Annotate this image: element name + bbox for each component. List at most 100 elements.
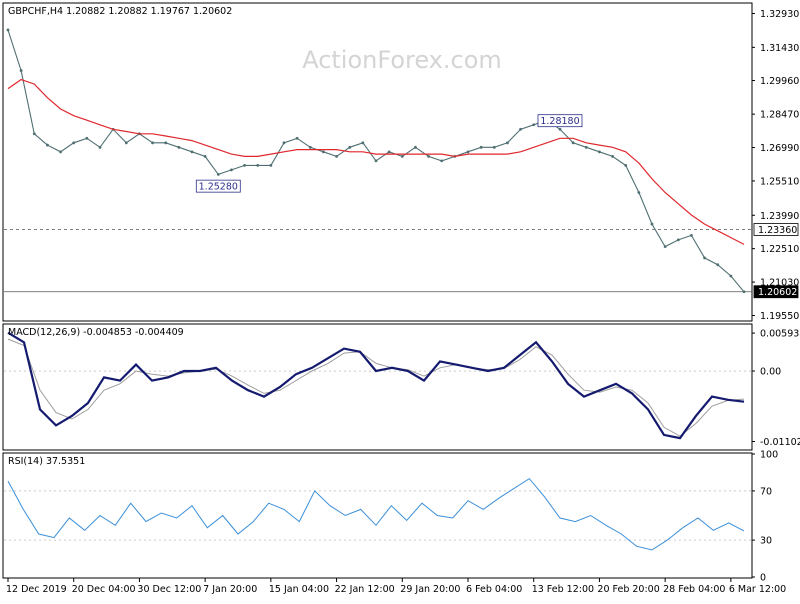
macd-layer (4, 331, 752, 440)
price-point (716, 263, 720, 267)
price-point (177, 145, 181, 149)
y-tick-label: 1.21030 (760, 278, 799, 289)
price-point (611, 154, 614, 158)
annotation-label: 1.25280 (199, 182, 238, 193)
price-point (98, 145, 102, 149)
y-tick-label: 1.28470 (760, 110, 799, 121)
price-point (203, 154, 207, 158)
price-point (308, 145, 312, 149)
x-tick-label: 29 Jan 20:00 (400, 584, 460, 595)
price-point (742, 290, 746, 294)
x-tick-label: 20 Dec 04:00 (72, 584, 136, 595)
x-tick-label: 22 Jan 12:00 (335, 584, 395, 595)
price-point (19, 69, 23, 72)
price-point (703, 256, 706, 260)
y-tick-label: 1.23990 (760, 211, 799, 222)
price-point (624, 163, 628, 167)
price-point (440, 159, 444, 163)
price-point (59, 150, 62, 154)
price-point (243, 163, 246, 167)
price-point (637, 191, 641, 194)
y-tick-label: 70 (760, 486, 772, 497)
x-tick-label: 12 Dec 2019 (6, 584, 67, 595)
annotation-box (537, 114, 583, 128)
price-point (124, 141, 128, 145)
price-point (729, 274, 733, 278)
price-point (427, 154, 430, 158)
level-price-box (753, 223, 799, 236)
y-tick-label: 0.00 (760, 367, 781, 378)
macd-panel-frame (2, 323, 753, 451)
price-point (216, 173, 220, 176)
price-point (295, 136, 299, 140)
x-tick-label: 13 Feb 12:00 (532, 584, 594, 595)
rsi-line (7, 477, 745, 551)
moving-average-line (7, 78, 745, 245)
price-panel-title: GBPCHF,H4 1.20882 1.20882 1.19767 1.2060… (8, 6, 232, 17)
price-point (164, 141, 168, 145)
y-tick-label: 30 (760, 536, 772, 547)
price-point (151, 141, 154, 145)
y-tick-label: -0.011026 (760, 437, 800, 448)
price-point (282, 141, 286, 145)
price-point (374, 159, 378, 163)
watermark: ActionForex.com (302, 46, 502, 74)
y-tick-label: 0 (760, 573, 766, 584)
price-point (256, 163, 260, 167)
price-point (584, 145, 588, 149)
x-tick-label: 30 Dec 12:00 (137, 584, 201, 595)
price-point (650, 222, 654, 226)
price-panel-frame (2, 2, 753, 322)
price-point (558, 127, 562, 131)
macd-main-line (7, 331, 745, 440)
x-tick-label: 7 Jan 20:00 (203, 584, 257, 595)
macd-panel-title: MACD(12,26,9) -0.004853 -0.004409 (8, 327, 184, 338)
x-tick-label: 6 Mar 12:00 (729, 584, 786, 595)
y-tick-label: 1.29960 (760, 76, 799, 87)
price-point (348, 145, 352, 149)
price-point (335, 154, 338, 158)
price-point (598, 150, 601, 154)
price-point (400, 154, 404, 158)
price-point (414, 145, 417, 149)
price-point (532, 123, 536, 127)
price-point (519, 127, 522, 131)
price-point (479, 145, 483, 149)
price-point (663, 245, 667, 249)
price-point (571, 141, 575, 145)
price-point (46, 143, 49, 147)
price-layer: 1.25280 1.28180 (4, 28, 752, 294)
x-tick-label: 20 Feb 20:00 (597, 584, 659, 595)
y-tick-label: 100 (760, 450, 778, 461)
x-tick-label: 6 Feb 04:00 (466, 584, 522, 595)
price-point (322, 150, 325, 154)
level-price-label: 1.23360 (758, 225, 797, 236)
x-tick-label: 28 Feb 04:00 (663, 584, 725, 595)
price-point (85, 136, 89, 140)
price-point (690, 233, 693, 237)
price-point (72, 141, 76, 145)
price-point (492, 145, 496, 149)
price-point (32, 132, 36, 136)
y-tick-label: 1.19550 (760, 311, 799, 322)
annotation-label: 1.28180 (540, 116, 579, 127)
price-point (269, 163, 273, 167)
price-point (361, 141, 365, 145)
x-tick-label: 15 Jan 04:00 (269, 584, 329, 595)
annotation-box (195, 179, 241, 193)
rsi-panel-title: RSI(14) 37.5351 (8, 456, 85, 467)
y-tick-label: 0.005933 (760, 329, 800, 340)
price-point (6, 28, 10, 32)
price-point (230, 168, 233, 172)
y-tick-label: 1.32930 (760, 9, 799, 20)
y-tick-label: 1.25510 (760, 176, 799, 187)
level-price-box (753, 285, 799, 299)
axes-layer: 1.23360 1.20602 1.32930 1.31430 1.29960 1.284… (6, 9, 800, 595)
y-tick-label: 1.31430 (760, 43, 799, 54)
y-tick-label: 1.22510 (760, 244, 799, 255)
price-point (676, 238, 680, 242)
y-tick-label: 1.26990 (760, 143, 799, 154)
rsi-panel-frame (2, 452, 753, 579)
